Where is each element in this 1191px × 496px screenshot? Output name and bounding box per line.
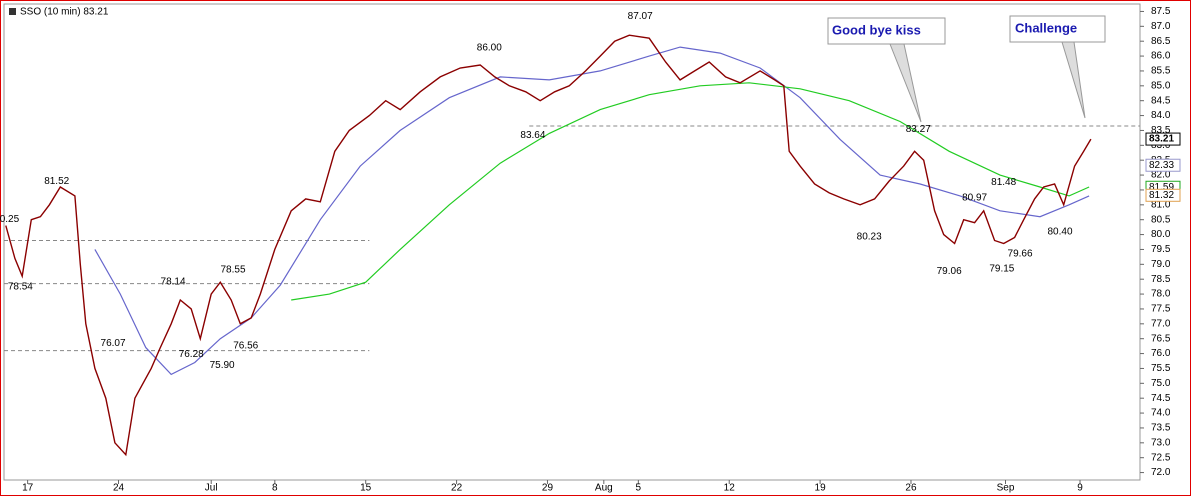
y-tick-label: 81.0 bbox=[1151, 199, 1171, 210]
price-label: 79.06 bbox=[937, 266, 962, 277]
price-label: 81.52 bbox=[44, 176, 69, 187]
y-tick-label: 76.0 bbox=[1151, 348, 1171, 359]
y-tick-label: 82.0 bbox=[1151, 170, 1171, 181]
x-tick-label: 9 bbox=[1077, 483, 1083, 494]
y-tick-label: 83.5 bbox=[1151, 125, 1171, 136]
price-label: 79.15 bbox=[989, 263, 1014, 274]
price-label: 80.23 bbox=[857, 231, 882, 242]
title-icon bbox=[9, 8, 16, 15]
callout-goodbye: Good bye kiss bbox=[827, 17, 946, 123]
y-tick-label: 86.0 bbox=[1151, 51, 1171, 62]
y-tick-label: 73.0 bbox=[1151, 437, 1171, 448]
last-label-box bbox=[1145, 132, 1181, 146]
x-tick-label: 19 bbox=[815, 483, 827, 494]
x-tick-label: 8 bbox=[272, 483, 278, 494]
y-tick-label: 74.0 bbox=[1151, 408, 1171, 419]
plot-area bbox=[3, 3, 1141, 481]
price-label: 78.54 bbox=[8, 282, 33, 293]
last-label: 82.33 bbox=[1149, 160, 1174, 171]
y-tick-label: 75.5 bbox=[1151, 363, 1171, 374]
y-tick-label: 80.0 bbox=[1151, 229, 1171, 240]
price-label: 80.97 bbox=[962, 192, 987, 203]
series-line bbox=[94, 46, 1090, 376]
y-tick-label: 87.5 bbox=[1151, 6, 1171, 17]
price-label: 87.07 bbox=[628, 11, 653, 22]
last-label-box bbox=[1145, 188, 1181, 202]
price-label: 83.64 bbox=[520, 130, 545, 141]
y-tick-label: 85.0 bbox=[1151, 80, 1171, 91]
price-label: 76.07 bbox=[101, 338, 126, 349]
y-tick-label: 80.5 bbox=[1151, 214, 1171, 225]
x-tick-label: 12 bbox=[724, 483, 736, 494]
y-tick-label: 75.0 bbox=[1151, 378, 1171, 389]
y-tick-label: 87.0 bbox=[1151, 21, 1171, 32]
price-label: 0.25 bbox=[0, 214, 20, 225]
chart-title: SSO (10 min) 83.21 bbox=[20, 7, 109, 18]
x-tick-label: Sep bbox=[997, 483, 1015, 494]
y-tick-label: 72.5 bbox=[1151, 452, 1171, 463]
x-tick-label: 26 bbox=[905, 483, 917, 494]
price-label: 79.66 bbox=[1008, 248, 1033, 259]
y-tick-label: 79.5 bbox=[1151, 244, 1171, 255]
price-label: 80.40 bbox=[1048, 226, 1073, 237]
x-tick-label: 29 bbox=[542, 483, 554, 494]
callout-text: Challenge bbox=[1015, 20, 1077, 35]
y-tick-label: 78.5 bbox=[1151, 274, 1171, 285]
y-tick-label: 77.5 bbox=[1151, 304, 1171, 315]
price-label: 83.27 bbox=[906, 124, 931, 135]
price-label: 81.48 bbox=[991, 177, 1016, 188]
price-label: 75.90 bbox=[210, 360, 235, 371]
callout-text: Good bye kiss bbox=[832, 22, 921, 37]
last-label: 81.32 bbox=[1149, 190, 1174, 201]
y-tick-label: 85.5 bbox=[1151, 66, 1171, 77]
last-label-box bbox=[1145, 158, 1181, 172]
series-line bbox=[5, 34, 1092, 457]
price-label: 78.14 bbox=[161, 277, 186, 288]
y-tick-label: 76.5 bbox=[1151, 333, 1171, 344]
y-tick-label: 77.0 bbox=[1151, 318, 1171, 329]
callout-challenge: Challenge bbox=[1009, 15, 1106, 119]
x-tick-label: Jul bbox=[205, 483, 218, 494]
x-tick-label: 22 bbox=[451, 483, 463, 494]
y-tick-label: 74.5 bbox=[1151, 393, 1171, 404]
x-tick-label: 5 bbox=[636, 483, 642, 494]
callout-box bbox=[827, 17, 946, 45]
y-tick-label: 78.0 bbox=[1151, 289, 1171, 300]
x-tick-label: 15 bbox=[360, 483, 372, 494]
x-tick-label: 17 bbox=[22, 483, 34, 494]
x-tick-label: Aug bbox=[595, 483, 613, 494]
last-label: 83.21 bbox=[1149, 134, 1174, 145]
series-line bbox=[291, 82, 1090, 301]
price-label: 76.28 bbox=[179, 349, 204, 360]
y-tick-label: 86.5 bbox=[1151, 36, 1171, 47]
y-tick-label: 72.0 bbox=[1151, 467, 1171, 478]
price-label: 78.55 bbox=[221, 264, 246, 275]
x-tick-label: 24 bbox=[113, 483, 125, 494]
last-label: 81.59 bbox=[1149, 182, 1174, 193]
price-label: 76.56 bbox=[233, 341, 258, 352]
y-tick-label: 79.0 bbox=[1151, 259, 1171, 270]
y-tick-label: 84.0 bbox=[1151, 110, 1171, 121]
price-label: 86.00 bbox=[477, 43, 502, 54]
y-tick-label: 73.5 bbox=[1151, 423, 1171, 434]
callout-box bbox=[1009, 15, 1106, 43]
y-tick-label: 84.5 bbox=[1151, 95, 1171, 106]
